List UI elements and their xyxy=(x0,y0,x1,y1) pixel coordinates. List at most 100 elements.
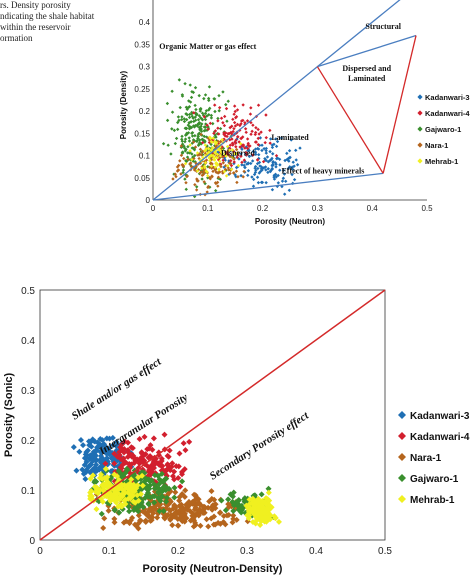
data-point-nara-1 xyxy=(230,515,237,522)
y-tick-label: 0.3 xyxy=(139,63,151,72)
data-point-gajwaro-1 xyxy=(176,115,181,119)
data-point-gajwaro-1 xyxy=(235,506,242,513)
data-point-kadanwari-4 xyxy=(161,431,168,438)
data-point-gajwaro-1 xyxy=(187,127,192,131)
data-point-gajwaro-1 xyxy=(202,134,206,139)
data-point-kadanwari-3 xyxy=(287,159,291,163)
data-point-kadanwari-3 xyxy=(281,176,286,180)
data-point-kadanwari-4 xyxy=(256,127,260,132)
data-point-kadanwari-4 xyxy=(268,141,272,145)
data-point-kadanwari-3 xyxy=(290,167,295,172)
data-point-mehrab-1 xyxy=(272,514,279,521)
legend-marker xyxy=(417,142,423,148)
data-point-kadanwari-4 xyxy=(200,140,205,145)
data-point-gajwaro-1 xyxy=(183,133,188,137)
data-point-kadanwari-4 xyxy=(231,129,235,134)
data-point-mehrab-1 xyxy=(257,522,264,529)
data-point-gajwaro-1 xyxy=(225,119,229,123)
data-point-kadanwari-4 xyxy=(158,463,165,470)
data-point-kadanwari-4 xyxy=(244,130,248,135)
data-point-gajwaro-1 xyxy=(203,117,208,122)
data-point-kadanwari-4 xyxy=(255,157,260,162)
data-point-gajwaro-1 xyxy=(196,132,201,136)
y-axis-title: Porosity (Density) xyxy=(119,70,128,139)
data-point-gajwaro-1 xyxy=(202,129,206,133)
data-point-mehrab-1 xyxy=(262,514,269,521)
data-point-gajwaro-1 xyxy=(184,112,188,116)
data-point-kadanwari-3 xyxy=(286,166,290,171)
data-point-kadanwari-3 xyxy=(77,437,84,444)
data-point-kadanwari-3 xyxy=(85,438,92,445)
data-point-gajwaro-1 xyxy=(183,139,187,144)
data-point-kadanwari-3 xyxy=(254,152,258,157)
data-point-gajwaro-1 xyxy=(193,133,197,138)
data-point-nara-1 xyxy=(131,521,138,528)
data-point-mehrab-1 xyxy=(227,148,232,152)
data-point-gajwaro-1 xyxy=(208,106,212,111)
data-point-mehrab-1 xyxy=(203,161,208,165)
data-point-mehrab-1 xyxy=(135,474,142,481)
data-point-gajwaro-1 xyxy=(160,484,167,491)
data-point-nara-1 xyxy=(172,511,179,518)
caption-line: ndicating the shale habitat xyxy=(0,11,95,21)
data-point-mehrab-1 xyxy=(89,472,96,479)
legend-label: Kadanwari-4 xyxy=(410,432,470,443)
data-point-gajwaro-1 xyxy=(143,485,150,492)
data-point-gajwaro-1 xyxy=(188,100,193,104)
data-point-gajwaro-1 xyxy=(98,510,105,517)
data-point-kadanwari-3 xyxy=(272,177,277,181)
data-point-mehrab-1 xyxy=(113,499,120,506)
data-point-kadanwari-3 xyxy=(93,461,100,468)
data-point-gajwaro-1 xyxy=(221,90,225,94)
data-point-gajwaro-1 xyxy=(183,137,188,141)
data-point-kadanwari-4 xyxy=(243,127,248,131)
data-point-mehrab-1 xyxy=(207,150,211,154)
data-point-gajwaro-1 xyxy=(186,131,191,135)
data-point-gajwaro-1 xyxy=(203,93,208,97)
data-point-nara-1 xyxy=(192,168,197,172)
data-point-kadanwari-4 xyxy=(224,106,229,111)
data-point-gajwaro-1 xyxy=(179,117,184,122)
data-point-gajwaro-1 xyxy=(209,113,214,118)
data-point-kadanwari-3 xyxy=(250,159,255,163)
data-point-gajwaro-1 xyxy=(213,133,217,137)
data-point-gajwaro-1 xyxy=(193,123,198,128)
x-tick-label: 0.2 xyxy=(257,204,269,213)
x-tick-label: 0 xyxy=(37,546,43,557)
data-point-gajwaro-1 xyxy=(242,496,249,503)
data-point-nara-1 xyxy=(182,514,189,521)
data-point-kadanwari-4 xyxy=(208,121,213,126)
data-point-gajwaro-1 xyxy=(119,472,126,479)
data-point-gajwaro-1 xyxy=(182,117,186,121)
legend-marker xyxy=(398,411,406,419)
data-point-kadanwari-3 xyxy=(270,164,274,168)
data-point-gajwaro-1 xyxy=(186,144,190,149)
data-point-mehrab-1 xyxy=(209,139,213,144)
data-point-nara-1 xyxy=(236,175,240,179)
legend-label: Nara-1 xyxy=(410,453,442,464)
data-point-kadanwari-4 xyxy=(171,468,178,475)
data-point-kadanwari-3 xyxy=(258,169,263,174)
data-point-gajwaro-1 xyxy=(190,90,194,94)
data-point-kadanwari-4 xyxy=(120,455,127,462)
data-point-kadanwari-3 xyxy=(216,150,220,154)
data-point-kadanwari-4 xyxy=(230,124,234,128)
data-point-mehrab-1 xyxy=(245,508,252,515)
data-point-kadanwari-3 xyxy=(86,442,93,449)
data-point-nara-1 xyxy=(191,491,198,498)
data-point-gajwaro-1 xyxy=(195,185,199,189)
data-point-nara-1 xyxy=(228,171,232,176)
data-point-kadanwari-4 xyxy=(245,119,250,123)
annotation-label: Secondary Porosity effect xyxy=(208,409,312,482)
data-point-nara-1 xyxy=(217,509,224,516)
data-point-kadanwari-4 xyxy=(239,154,243,159)
data-point-gajwaro-1 xyxy=(174,136,179,141)
data-point-kadanwari-3 xyxy=(239,152,243,156)
data-point-gajwaro-1 xyxy=(195,124,200,128)
data-point-gajwaro-1 xyxy=(156,508,163,515)
data-point-gajwaro-1 xyxy=(206,164,210,169)
data-point-nara-1 xyxy=(203,151,208,156)
data-point-kadanwari-3 xyxy=(83,451,90,458)
data-point-nara-1 xyxy=(208,515,215,522)
y-tick-label: 0.35 xyxy=(134,40,150,49)
